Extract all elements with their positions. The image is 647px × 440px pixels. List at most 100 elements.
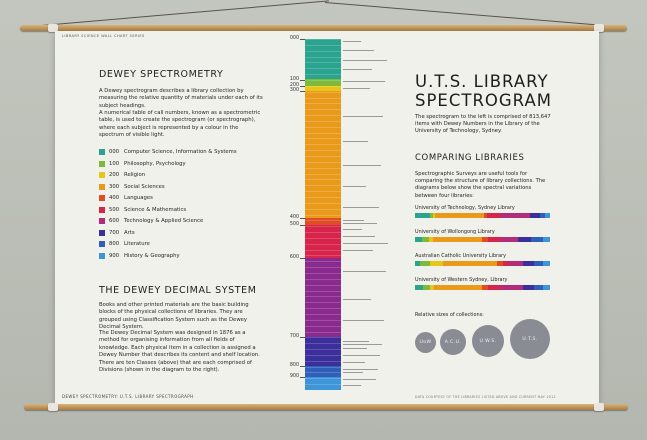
footer-credit: DATA COURTESY OF THE LIBRARIES LISTED AB… xyxy=(415,395,556,399)
library-spectrogram-segment xyxy=(543,285,550,290)
tick-mark xyxy=(300,90,305,92)
spectrum-division-line xyxy=(305,302,341,303)
library-spectrogram-segment xyxy=(543,237,550,242)
legend-code: 500 xyxy=(109,206,120,213)
library-spectrogram-segment xyxy=(482,285,488,290)
spectrum-division-line xyxy=(305,360,341,362)
spectrum-division-line xyxy=(305,79,341,81)
spectrum-division-line xyxy=(305,62,341,63)
library-spectrogram-segment xyxy=(433,285,483,290)
division-annotation xyxy=(343,228,362,230)
spectrum-division-line xyxy=(305,366,341,368)
library-spectrogram-segment xyxy=(435,213,484,218)
library-spectrogram-segment xyxy=(420,261,430,266)
library-spectrogram-segment xyxy=(497,261,503,266)
spectrum-division-line xyxy=(305,126,341,128)
division-annotation xyxy=(343,372,363,374)
spectrum-division-line xyxy=(305,196,341,198)
relative-sizes-label: Relative sizes of collections: xyxy=(415,312,484,318)
spectrum-division-line xyxy=(305,74,341,75)
division-annotation xyxy=(343,384,361,386)
tick-mark xyxy=(300,366,305,368)
tick-label-200: 200 xyxy=(289,83,299,89)
spectrum-division-line xyxy=(305,226,341,227)
legend-code: 100 xyxy=(109,160,120,167)
spectrum-division-line xyxy=(305,273,341,274)
legend-row-300: 300 Social Sciences xyxy=(99,183,165,191)
division-annotation xyxy=(343,116,383,117)
spectrum-band-6 xyxy=(305,258,341,338)
legend-row-000: 000 Computer Science, Information & Syste… xyxy=(99,148,237,156)
spectrum-division-line xyxy=(305,97,341,99)
circle-acu: A.C.U. xyxy=(440,329,466,355)
spectrum-division-line xyxy=(305,243,341,245)
spectrum-division-line xyxy=(305,255,341,257)
division-annotation xyxy=(343,298,371,300)
tick-mark xyxy=(300,80,305,81)
library-spectrogram-segment xyxy=(543,261,550,266)
spectrum-division-line xyxy=(305,384,341,385)
division-annotation xyxy=(343,140,368,142)
ddc-paragraph-1: Books and other printed materials are th… xyxy=(99,302,249,331)
library-spectrogram-segment xyxy=(487,285,501,290)
legend-row-800: 800 Literature xyxy=(99,240,150,248)
legend-name: Science & Mathematics xyxy=(124,206,187,213)
library-spectrogram-segment xyxy=(531,237,544,242)
spectrum-division-line xyxy=(305,179,341,180)
legend-row-500: 500 Science & Mathematics xyxy=(99,206,186,214)
spectrum-division-line xyxy=(305,173,341,175)
spectrum-division-line xyxy=(305,161,341,163)
spectrum-division-line xyxy=(305,91,341,93)
tick-mark xyxy=(300,225,305,226)
spectrum-division-line xyxy=(305,331,341,333)
legend-swatch-800 xyxy=(99,241,105,247)
legend-row-600: 600 Technology & Applied Science xyxy=(99,217,203,225)
spectrum-division-line xyxy=(305,132,341,134)
library-spectrogram-segment xyxy=(529,213,541,218)
division-annotation xyxy=(343,347,367,349)
library-spectrogram-segment xyxy=(423,285,430,290)
division-annotation xyxy=(343,223,377,224)
dewey-spectrometry-heading: DEWEY SPECTROMETRY xyxy=(99,69,224,80)
top-rod-cap-left xyxy=(48,24,58,32)
legend-row-700: 700 Arts xyxy=(99,229,135,237)
spectrum-band-8 xyxy=(305,366,341,378)
spectrum-division-line xyxy=(305,313,341,315)
legend-name: Arts xyxy=(124,229,135,236)
spectrum-band-7 xyxy=(305,336,341,367)
legend-code: 300 xyxy=(109,183,120,190)
division-annotation xyxy=(343,319,384,321)
bottom-rod-cap-right xyxy=(594,403,604,411)
division-annotation xyxy=(343,361,365,363)
division-annotation xyxy=(343,344,382,345)
library-spectrogram-segment xyxy=(443,261,498,266)
legend-row-200: 200 Religion xyxy=(99,171,145,179)
legend-row-400: 400 Languages xyxy=(99,194,153,202)
division-annotation xyxy=(343,68,372,70)
division-annotation xyxy=(343,165,381,166)
spectrum-division-line xyxy=(305,296,341,297)
division-annotation xyxy=(343,88,370,89)
tick-mark xyxy=(300,258,305,259)
circle-uts: U.T.S. xyxy=(510,319,550,359)
division-annotation xyxy=(343,235,375,237)
spectrum-division-line xyxy=(305,156,341,157)
spectrum-division-line xyxy=(305,214,341,216)
legend-code: 700 xyxy=(109,229,120,236)
division-annotation xyxy=(343,49,374,51)
legend-code: 400 xyxy=(109,195,120,201)
division-annotation xyxy=(343,270,386,272)
tick-label-300: 300 xyxy=(289,87,299,93)
circle-uow: UoW xyxy=(415,332,436,353)
spectrum-band-0 xyxy=(305,39,341,80)
library-name: University of Wollongong Library xyxy=(415,229,495,235)
spectrum-division-line xyxy=(305,308,341,309)
division-annotation xyxy=(343,219,364,221)
uts-spectrogram-title: U.T.S. LIBRARY SPECTROGRAM xyxy=(415,72,552,110)
legend-name: Religion xyxy=(124,172,146,178)
library-name: University of Western Sydney, Library xyxy=(415,277,508,283)
circle-uow-label: UoW xyxy=(419,340,432,345)
intro-paragraph-1: A Dewey spectrogram describes a library … xyxy=(99,88,263,109)
legend-name: Social Sciences xyxy=(124,183,165,190)
library-spectrogram-segment xyxy=(501,237,518,242)
